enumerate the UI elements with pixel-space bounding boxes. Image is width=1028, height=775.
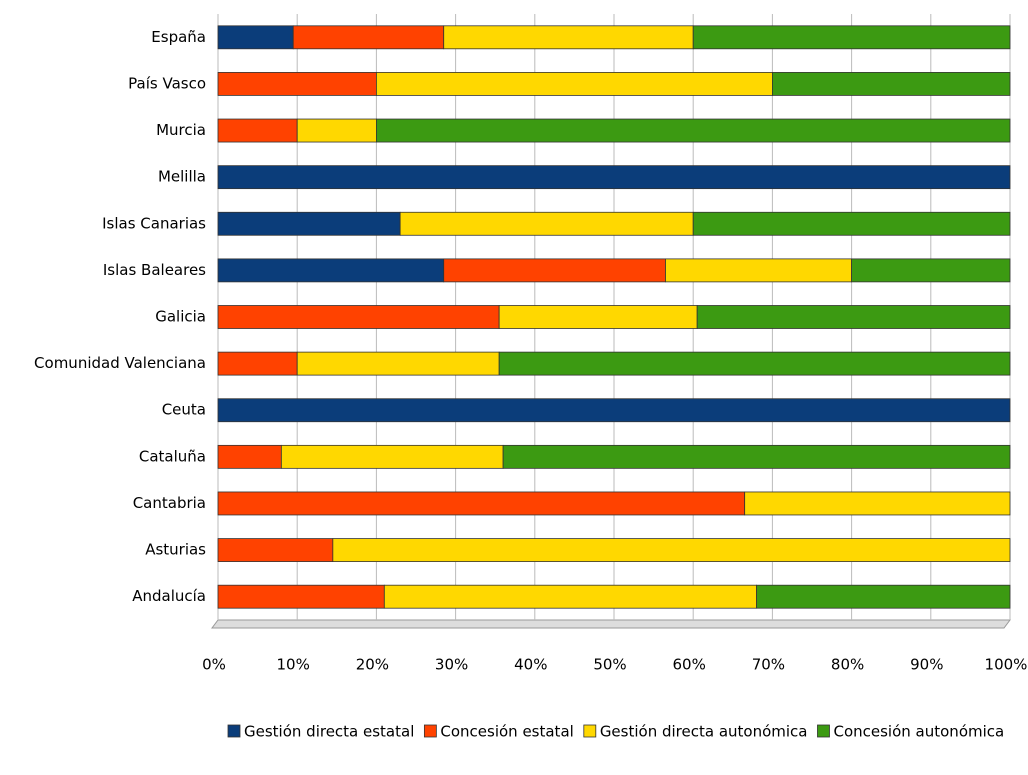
bar-segment xyxy=(443,25,694,50)
bar-segment xyxy=(217,211,401,236)
bar-segment xyxy=(502,444,1011,469)
legend-swatch xyxy=(227,724,241,738)
y-tick-label: Galicia xyxy=(155,308,206,326)
bar-segment xyxy=(296,351,500,376)
bar-segment xyxy=(498,305,698,329)
y-tick-label: Islas Baleares xyxy=(103,261,206,279)
bar-segment xyxy=(217,165,1011,190)
x-tick-label: 100% xyxy=(985,656,1028,674)
y-tick-label: Comunidad Valenciana xyxy=(34,354,206,372)
x-tick-label: 70% xyxy=(752,656,785,674)
bar-segment xyxy=(383,584,757,609)
bar-segment xyxy=(296,118,377,143)
y-tick-label: Ceuta xyxy=(162,401,206,419)
bar-segment xyxy=(443,258,666,283)
bar-segment xyxy=(217,584,385,609)
bar-segment xyxy=(217,398,1011,423)
bar-segment xyxy=(772,72,1011,96)
x-tick-label: 30% xyxy=(435,656,468,674)
bar-segment xyxy=(692,211,1011,236)
bar-segment xyxy=(756,584,1011,609)
y-tick-label: Murcia xyxy=(156,121,206,139)
x-tick-label: 90% xyxy=(910,656,943,674)
legend-label: Gestión directa estatal xyxy=(244,723,414,741)
bar-segment xyxy=(217,72,377,96)
bar-segment xyxy=(665,258,852,283)
x-tick-label: 10% xyxy=(277,656,310,674)
x-tick-label: 50% xyxy=(593,656,626,674)
bar-segment xyxy=(217,351,298,376)
legend-swatch xyxy=(817,724,830,738)
legend-swatch xyxy=(423,724,437,738)
y-tick-label: Cataluña xyxy=(139,447,206,465)
bar-segment xyxy=(217,118,298,143)
bar-segment xyxy=(217,538,334,562)
bar-segment xyxy=(851,258,1011,283)
bar-segment xyxy=(332,538,1011,562)
legend-swatch xyxy=(583,724,597,738)
bar-segment xyxy=(217,25,294,50)
legend-label: Gestión directa autonómica xyxy=(600,723,808,741)
y-tick-label: Cantabria xyxy=(133,494,206,512)
bar-segment xyxy=(744,491,1011,516)
plot-floor xyxy=(211,619,1011,629)
bar-segment xyxy=(399,211,694,236)
x-tick-label: 60% xyxy=(673,656,706,674)
bar-segment xyxy=(217,258,445,283)
x-tick-label: 40% xyxy=(514,656,547,674)
bar-segment xyxy=(375,72,773,96)
y-tick-label: España xyxy=(151,28,206,46)
bar-segment xyxy=(280,444,504,469)
bar-segment xyxy=(696,305,1011,329)
bar-segment xyxy=(375,118,1011,143)
legend-label: Concesión autonómica xyxy=(833,723,1004,741)
x-tick-label: 0% xyxy=(202,656,226,674)
bar-segment xyxy=(217,491,746,516)
bar-segment xyxy=(692,25,1011,50)
y-tick-label: Andalucía xyxy=(132,587,206,605)
x-tick-label: 80% xyxy=(831,656,864,674)
bar-segment xyxy=(292,25,445,50)
bar-segment xyxy=(217,305,500,329)
y-tick-label: País Vasco xyxy=(128,74,206,92)
legend-label: Concesión estatal xyxy=(440,723,573,741)
bar-segment xyxy=(217,444,282,469)
y-tick-label: Melilla xyxy=(158,168,206,186)
y-tick-label: Asturias xyxy=(145,541,206,559)
x-tick-label: 20% xyxy=(356,656,389,674)
y-tick-label: Islas Canarias xyxy=(102,214,206,232)
bar-segment xyxy=(498,351,1011,376)
